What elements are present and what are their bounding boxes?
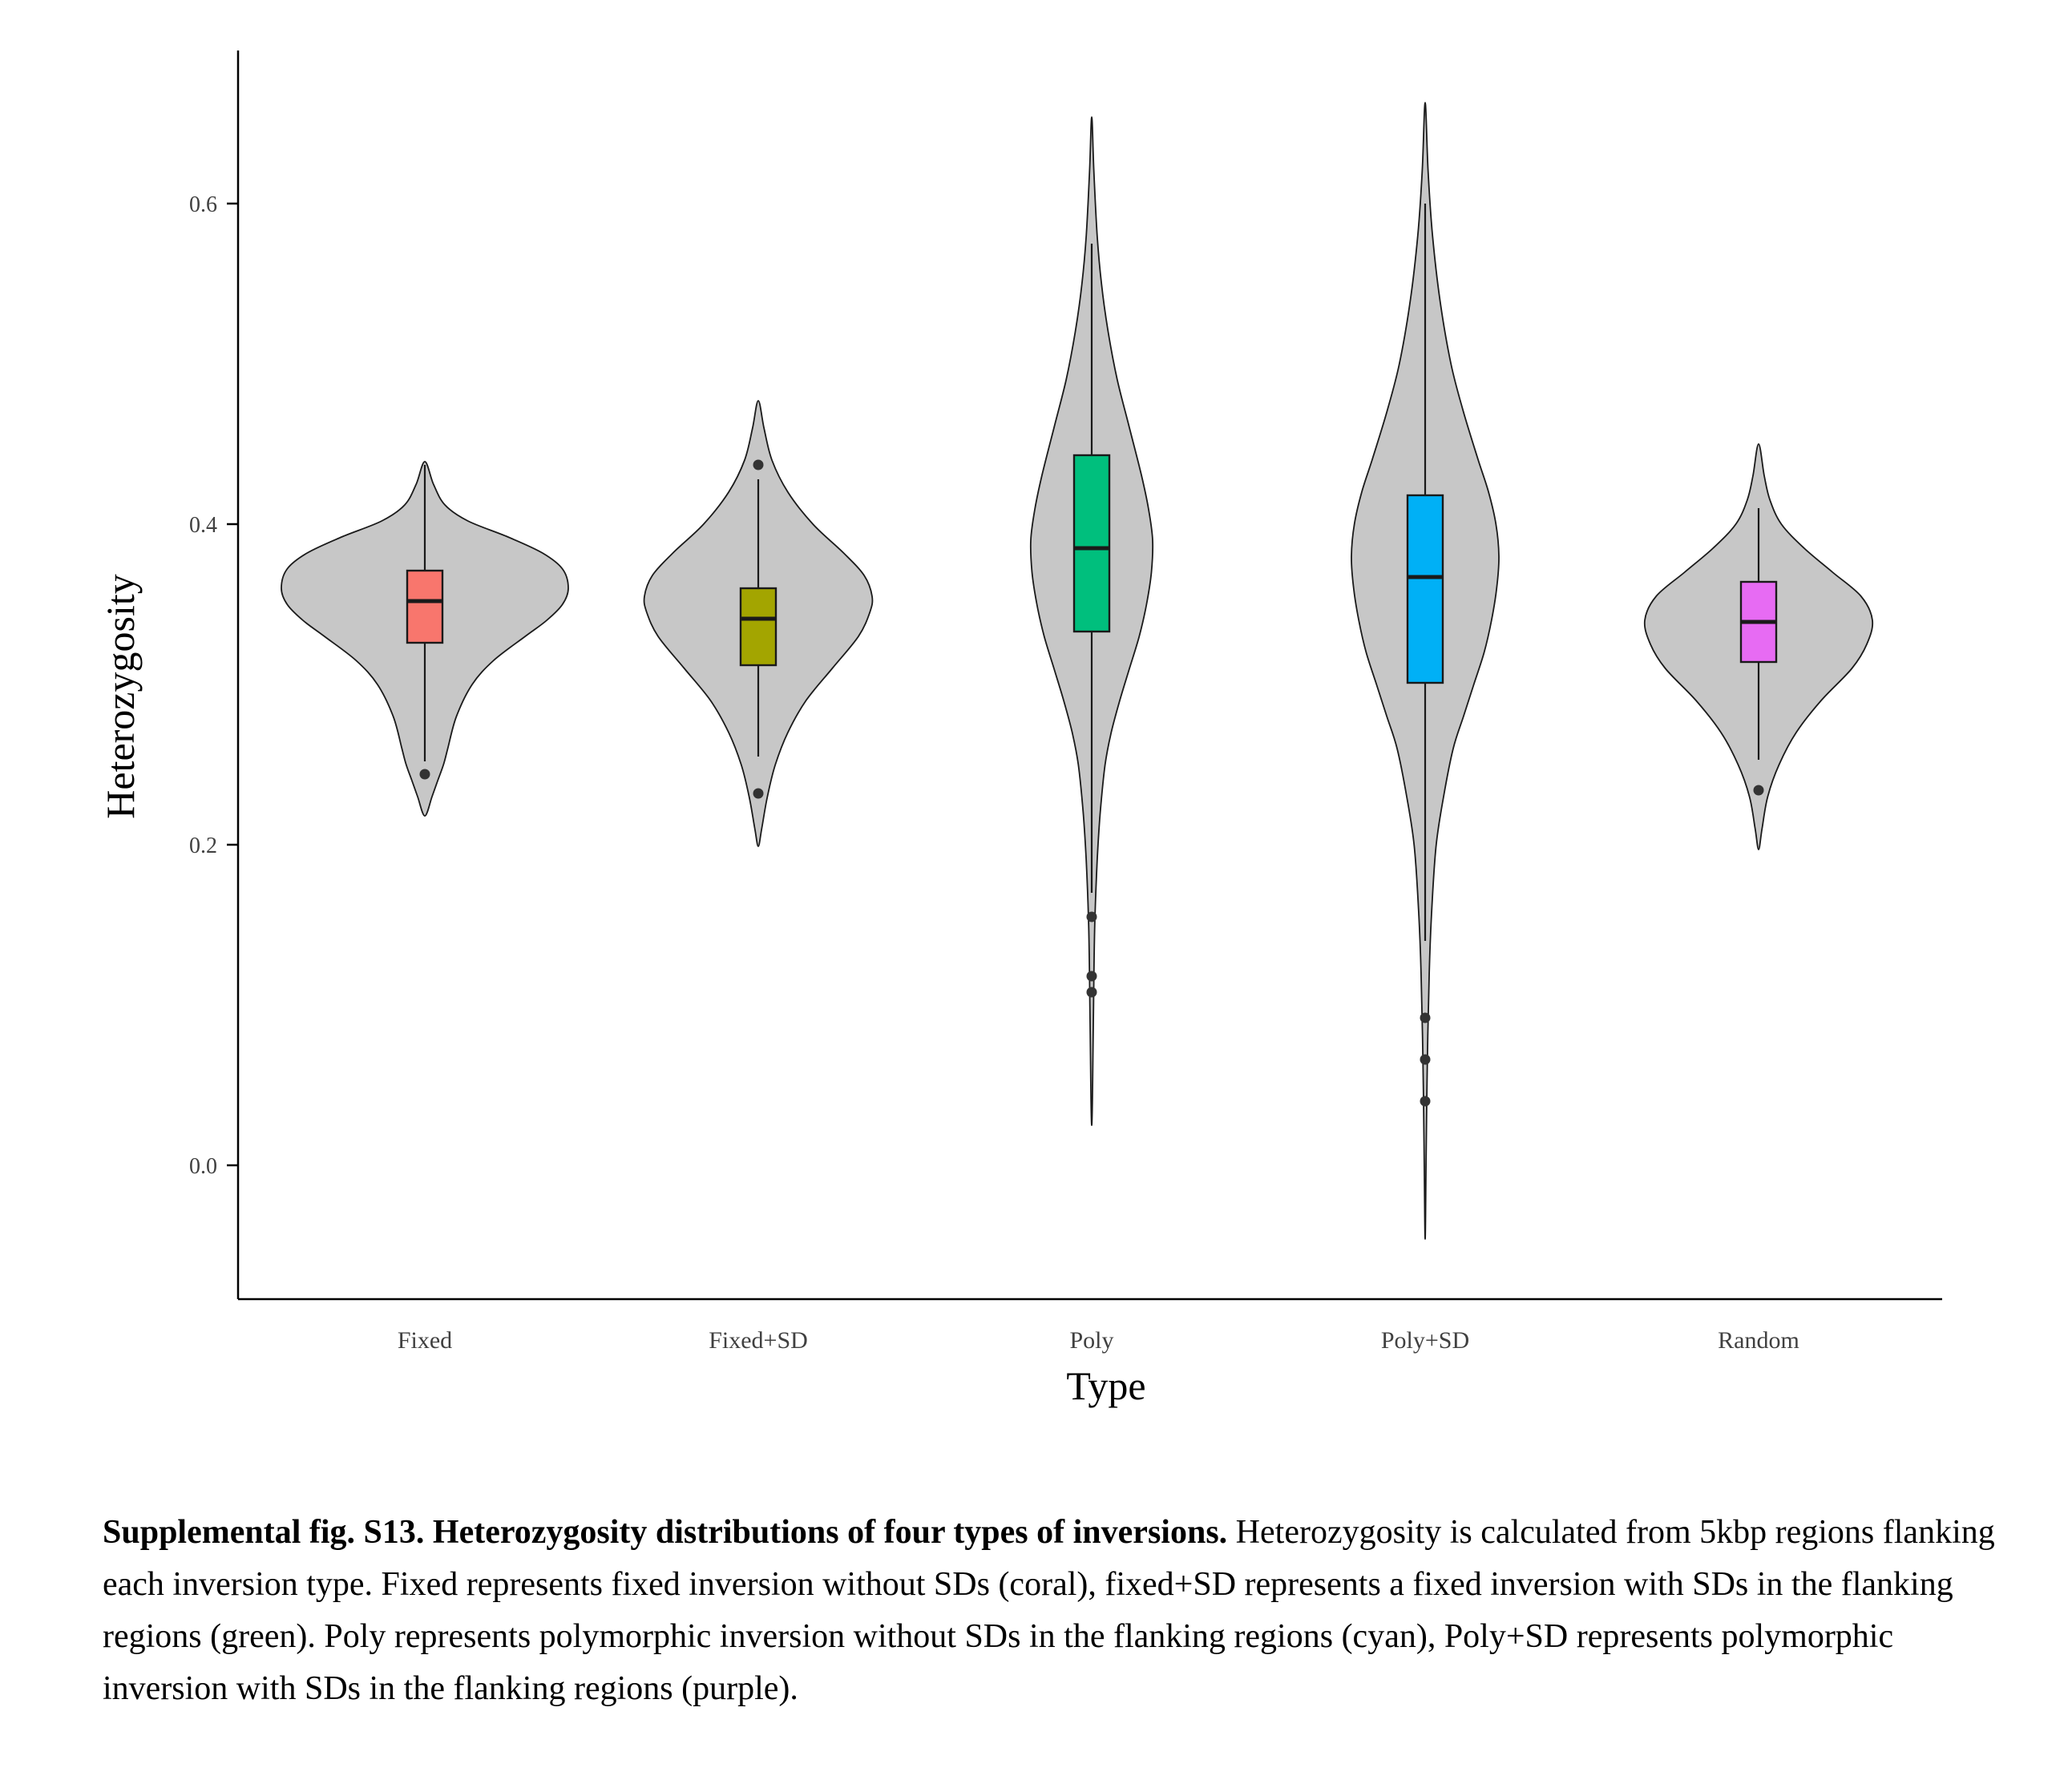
- box-Poly: [1072, 454, 1111, 633]
- outlier-dot-Poly: [1086, 987, 1097, 998]
- outlier-dot-Poly: [1086, 971, 1097, 982]
- y-tick-label: 0.6: [189, 192, 217, 217]
- outlier-dot-Fixed: [419, 769, 430, 780]
- outlier-dot-Fixed+SD: [753, 788, 764, 799]
- caption-body-text: Heterozygosity is calculated from 5kbp r…: [103, 1514, 1995, 1708]
- box-Fixed+SD: [739, 587, 778, 667]
- y-axis-title: Heterozygosity: [98, 574, 143, 819]
- outlier-dot-Poly: [1086, 911, 1097, 922]
- box-Poly+SD: [1406, 494, 1444, 684]
- y-tick-label: 0.4: [189, 513, 217, 538]
- outlier-dot-Poly+SD: [1420, 1054, 1431, 1065]
- outlier-dot-Random: [1753, 785, 1764, 796]
- x-tick-label-Fixed: Fixed: [398, 1327, 452, 1354]
- y-tick-label: 0.0: [189, 1154, 217, 1179]
- y-tick-label: 0.2: [189, 834, 217, 858]
- box-Fixed: [406, 569, 444, 644]
- outlier-dot-Fixed+SD: [753, 459, 764, 470]
- violin-chart-svg: Fixed Fixed+SD Poly Poly+SD Random 0.0 0.2 0.4 0…: [189, 50, 1942, 1354]
- x-tick-label-Fixed+SD: Fixed+SD: [709, 1327, 808, 1354]
- x-tick-label-Poly+SD: Poly+SD: [1381, 1327, 1469, 1354]
- x-axis-title: Type: [1066, 1363, 1146, 1408]
- x-tick-label-Random: Random: [1718, 1327, 1799, 1354]
- outlier-dot-Poly+SD: [1420, 1096, 1431, 1107]
- x-tick-label-Poly: Poly: [1069, 1327, 1113, 1354]
- outlier-dot-Poly+SD: [1420, 1012, 1431, 1023]
- figure-caption: Supplemental fig. S13. Heterozygosity di…: [103, 1507, 2020, 1715]
- caption-bold-lead: Supplemental fig. S13. Heterozygosity di…: [103, 1514, 1228, 1551]
